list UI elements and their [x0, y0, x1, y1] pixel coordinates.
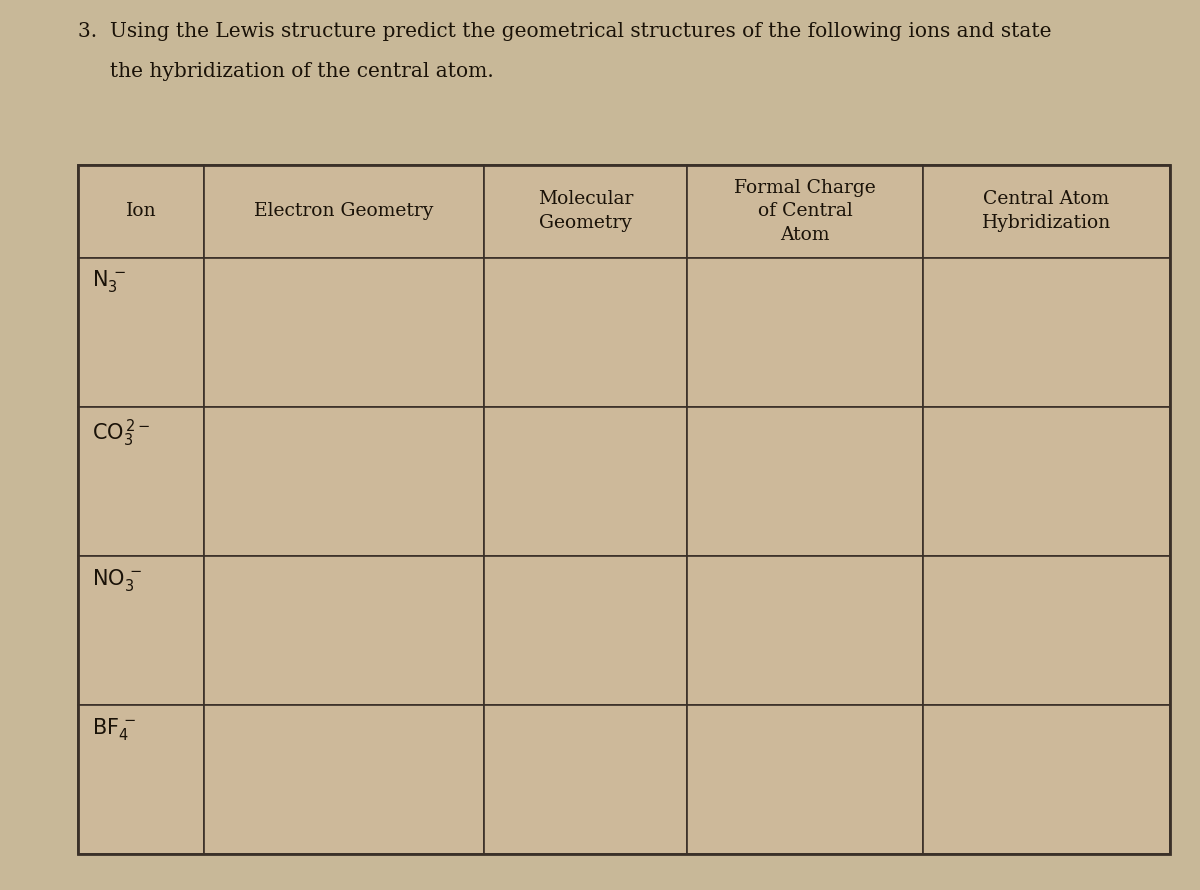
Text: 3.  Using the Lewis structure predict the geometrical structures of the followin: 3. Using the Lewis structure predict the…: [78, 22, 1051, 41]
Bar: [78, 165, 204, 258]
Bar: [204, 258, 484, 407]
Bar: [484, 556, 688, 705]
Bar: [484, 407, 688, 556]
Text: $\mathrm{NO_3^{\,-}}$: $\mathrm{NO_3^{\,-}}$: [92, 567, 143, 593]
Bar: [484, 165, 688, 258]
Bar: [923, 165, 1170, 258]
Text: Ion: Ion: [126, 202, 156, 220]
Bar: [923, 407, 1170, 556]
Bar: [204, 705, 484, 854]
Text: $\mathrm{CO_3^{\,2-}}$: $\mathrm{CO_3^{\,2-}}$: [92, 417, 151, 449]
Bar: [688, 258, 923, 407]
Bar: [78, 165, 1170, 854]
Text: the hybridization of the central atom.: the hybridization of the central atom.: [78, 62, 493, 81]
Bar: [204, 556, 484, 705]
Bar: [923, 556, 1170, 705]
Bar: [688, 705, 923, 854]
Text: Central Atom
Hybridization: Central Atom Hybridization: [982, 190, 1111, 232]
Bar: [688, 407, 923, 556]
Text: Molecular
Geometry: Molecular Geometry: [538, 190, 634, 232]
Bar: [78, 407, 204, 556]
Bar: [688, 556, 923, 705]
Bar: [78, 556, 204, 705]
Bar: [204, 407, 484, 556]
Bar: [78, 705, 204, 854]
Text: $\mathrm{N_3^{\,-}}$: $\mathrm{N_3^{\,-}}$: [92, 269, 126, 295]
Bar: [484, 258, 688, 407]
Text: Electron Geometry: Electron Geometry: [254, 202, 434, 220]
Text: $\mathrm{BF_4^{\,-}}$: $\mathrm{BF_4^{\,-}}$: [92, 716, 137, 742]
Bar: [923, 705, 1170, 854]
Bar: [923, 258, 1170, 407]
Bar: [78, 258, 204, 407]
Bar: [688, 165, 923, 258]
Bar: [484, 705, 688, 854]
Text: Formal Charge
of Central
Atom: Formal Charge of Central Atom: [734, 179, 876, 244]
Bar: [204, 165, 484, 258]
